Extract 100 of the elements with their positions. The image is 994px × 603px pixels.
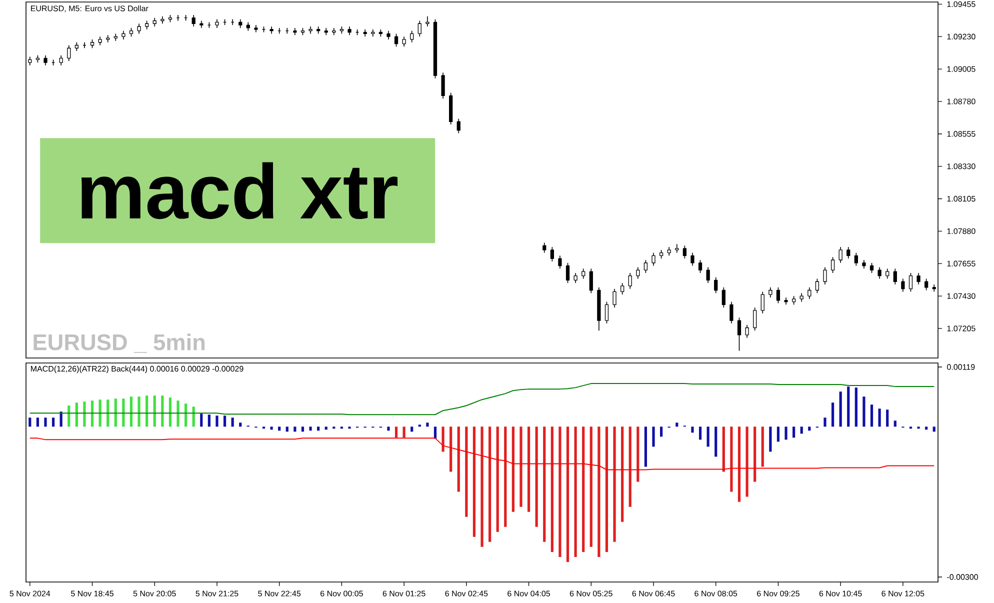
candlestick: [59, 54, 63, 66]
bar: [590, 426, 592, 547]
bar: [192, 406, 195, 427]
bar: [800, 426, 803, 434]
y-tick-label: 1.08105: [947, 196, 976, 202]
bar: [738, 426, 741, 502]
bar: [410, 426, 414, 432]
bar: [831, 402, 834, 427]
candlestick: [550, 246, 554, 262]
text: macd xtr: [82, 162, 398, 220]
bar: [465, 426, 468, 517]
bar: [130, 396, 133, 427]
bar: [239, 422, 242, 427]
candlestick: [254, 24, 258, 33]
bar: [613, 426, 616, 542]
chart-title: EURUSD, M5: Euro vs US Dollar: [30, 5, 148, 12]
candlestick: [706, 266, 710, 284]
x-tick-label: 6 Nov 12:05: [882, 590, 924, 596]
bar: [208, 414, 210, 427]
x-tick-label: 5 Nov 18:45: [71, 590, 114, 596]
bar: [153, 396, 156, 427]
y-tick-label: 1.09455: [947, 1, 976, 7]
candlestick: [730, 301, 734, 324]
bar: [878, 408, 881, 427]
candlestick: [456, 118, 460, 134]
x-tick-label: 6 Nov 09:25: [757, 590, 800, 596]
y-tick-label: 1.07880: [947, 228, 976, 234]
bar: [566, 426, 570, 562]
chart-title: MACD(12,26)(ATR22) Back(444) 0.00016 0.00029 -0.00029: [30, 366, 244, 374]
candlestick: [582, 268, 586, 280]
x-tick-label: 6 Nov 02:45: [445, 590, 488, 596]
bar: [75, 402, 78, 427]
candlestick: [823, 266, 827, 285]
bar: [698, 426, 702, 440]
y-tick-label: 1.08330: [947, 163, 976, 170]
bar: [886, 410, 889, 427]
bar: [652, 426, 655, 447]
bar: [543, 426, 546, 542]
candlestick: [722, 286, 726, 308]
bar: [824, 418, 826, 427]
candlestick: [558, 255, 562, 270]
bar: [28, 418, 32, 427]
bar: [862, 396, 866, 427]
bar: [504, 426, 507, 527]
candlestick: [916, 272, 920, 285]
candlestick: [426, 16, 430, 27]
candlestick: [878, 266, 882, 280]
bar: [496, 426, 499, 532]
candlestick: [566, 262, 570, 284]
bar: [457, 426, 460, 492]
candlestick: [924, 278, 928, 291]
bar: [434, 426, 437, 439]
bar: [114, 398, 117, 427]
bar: [550, 426, 554, 552]
x-tick-label: 5 Nov 21:25: [196, 590, 238, 596]
candlestick: [636, 266, 640, 280]
candlestick: [737, 317, 742, 352]
bar: [146, 396, 148, 427]
bar: [472, 426, 476, 537]
x-tick-label: 6 Nov 10:45: [819, 590, 862, 596]
bar: [270, 426, 273, 430]
bar: [512, 426, 514, 512]
x-tick-label: 5 Nov 2024: [10, 590, 50, 596]
candlestick: [846, 246, 850, 259]
bar: [488, 426, 492, 542]
y-tick-label: 1.09230: [947, 34, 976, 40]
x-tick-label: 6 Nov 01:25: [382, 590, 426, 596]
annotation: EURUSD _ 5min: [34, 334, 205, 353]
x-tick-label: 6 Nov 00:05: [320, 590, 363, 596]
x-tick-label: 5 Nov 20:05: [133, 590, 176, 596]
bar: [309, 426, 312, 431]
candlestick: [698, 260, 702, 274]
candlestick: [402, 36, 406, 48]
bar: [402, 426, 406, 438]
bar: [776, 426, 780, 442]
bar: [714, 426, 718, 457]
bar: [722, 426, 725, 472]
candlestick: [200, 20, 204, 28]
y-tick-label: 1.07430: [947, 293, 976, 299]
bar: [68, 406, 70, 427]
candlestick: [410, 30, 414, 43]
candlestick: [838, 246, 842, 264]
candlestick: [644, 260, 648, 274]
bar: [52, 418, 55, 427]
candlestick: [830, 256, 835, 274]
bar: [746, 426, 748, 497]
bar: [691, 426, 694, 433]
bar: [754, 426, 756, 482]
y-tick-label: 1.09005: [947, 66, 976, 72]
bar: [301, 426, 304, 432]
bar: [784, 426, 788, 440]
bar: [394, 426, 398, 438]
bar: [98, 400, 102, 427]
x-tick-label: 6 Nov 08:05: [694, 590, 738, 596]
candlestick: [589, 268, 593, 294]
candlestick: [394, 33, 398, 48]
candlestick: [886, 268, 890, 280]
candlestick: [604, 301, 609, 324]
candlestick: [574, 272, 578, 284]
candlestick: [652, 252, 656, 266]
